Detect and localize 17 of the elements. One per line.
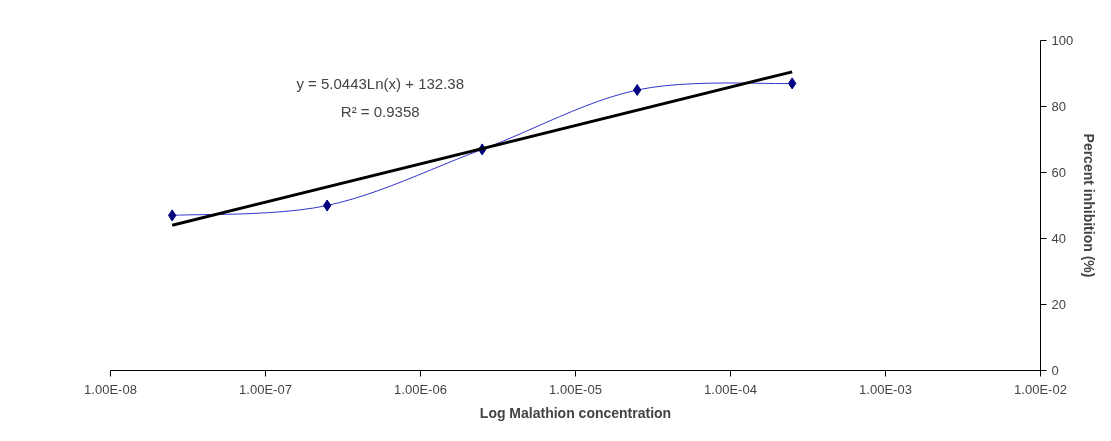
y-tick-label: 100 — [1051, 33, 1074, 48]
x-tick-label: 1.00E-07 — [239, 381, 292, 397]
x-tick-label: 1.00E-02 — [1014, 381, 1067, 397]
y-tick-label: 80 — [1051, 99, 1066, 114]
y-tick-label: 0 — [1051, 363, 1059, 378]
x-tick-label: 1.00E-05 — [549, 381, 602, 397]
x-tick-label: 1.00E-03 — [859, 381, 912, 397]
y-tick-label: 20 — [1051, 297, 1066, 312]
annotation: R² = 0.9358 — [340, 102, 420, 120]
x-axis-title: Log Malathion concentration — [479, 404, 672, 421]
y-axis-title: Percent inhibition (%) — [1081, 133, 1098, 278]
x-tick-label: 1.00E-04 — [704, 381, 757, 397]
y-tick-label: 40 — [1051, 231, 1066, 246]
x-tick-label: 1.00E-08 — [84, 381, 137, 397]
y-tick-label: 60 — [1051, 165, 1066, 180]
x-tick-label: 1.00E-06 — [394, 381, 447, 397]
annotation: y = 5.0443Ln(x) + 132.38 — [296, 74, 465, 92]
